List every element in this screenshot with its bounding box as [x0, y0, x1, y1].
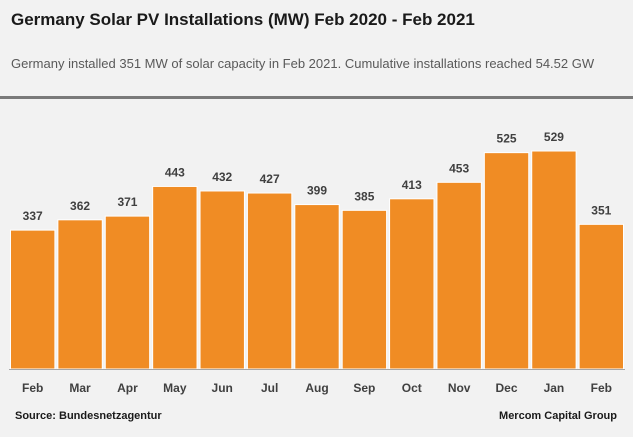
bar-2 [57, 219, 103, 370]
data-label-3: 371 [117, 195, 137, 209]
x-tick-label-7: Aug [305, 381, 328, 395]
bar-9 [389, 198, 435, 370]
chart-subtitle: Germany installed 351 MW of solar capaci… [11, 56, 595, 71]
x-tick-label-12: Jan [544, 381, 565, 395]
x-tick-label-4: May [163, 381, 187, 395]
data-label-6: 427 [260, 172, 280, 186]
x-tick-label-3: Apr [117, 381, 138, 395]
x-tick-label-6: Jul [261, 381, 278, 395]
data-label-11: 525 [497, 132, 517, 146]
x-tick-label-10: Nov [448, 381, 471, 395]
data-label-12: 529 [544, 130, 564, 144]
x-tick-label-13: Feb [591, 381, 612, 395]
data-label-2: 362 [70, 199, 90, 213]
x-tick-label-5: Jun [212, 381, 233, 395]
data-label-5: 432 [212, 170, 232, 184]
bar-13 [578, 223, 624, 370]
source-note: Source: Bundesnetzagentur [15, 410, 162, 422]
bar-4 [152, 185, 198, 370]
bar-10 [436, 181, 482, 370]
header-divider [0, 96, 633, 99]
bar-11 [483, 152, 530, 370]
x-tick-label-2: Mar [69, 381, 91, 395]
x-tick-label-1: Feb [22, 381, 43, 395]
data-label-8: 385 [354, 189, 374, 203]
data-label-13: 351 [591, 203, 611, 217]
x-tick-label-11: Dec [496, 381, 518, 395]
bar-6 [246, 192, 293, 370]
bar-3 [104, 215, 151, 370]
data-label-10: 453 [449, 161, 469, 175]
x-tick-label-9: Oct [402, 381, 422, 395]
data-label-9: 413 [402, 178, 422, 192]
bar-12 [531, 150, 577, 370]
data-label-7: 399 [307, 184, 327, 198]
x-tick-label-8: Sep [353, 381, 375, 395]
chart-title: Germany Solar PV Installations (MW) Feb … [11, 10, 475, 29]
data-label-1: 337 [23, 209, 43, 223]
data-label-4: 443 [165, 165, 185, 179]
bar-1 [10, 229, 56, 370]
bar-5 [199, 190, 245, 370]
bar-8 [341, 209, 388, 370]
bar-7 [294, 204, 340, 370]
organization-credit: Mercom Capital Group [499, 410, 617, 422]
